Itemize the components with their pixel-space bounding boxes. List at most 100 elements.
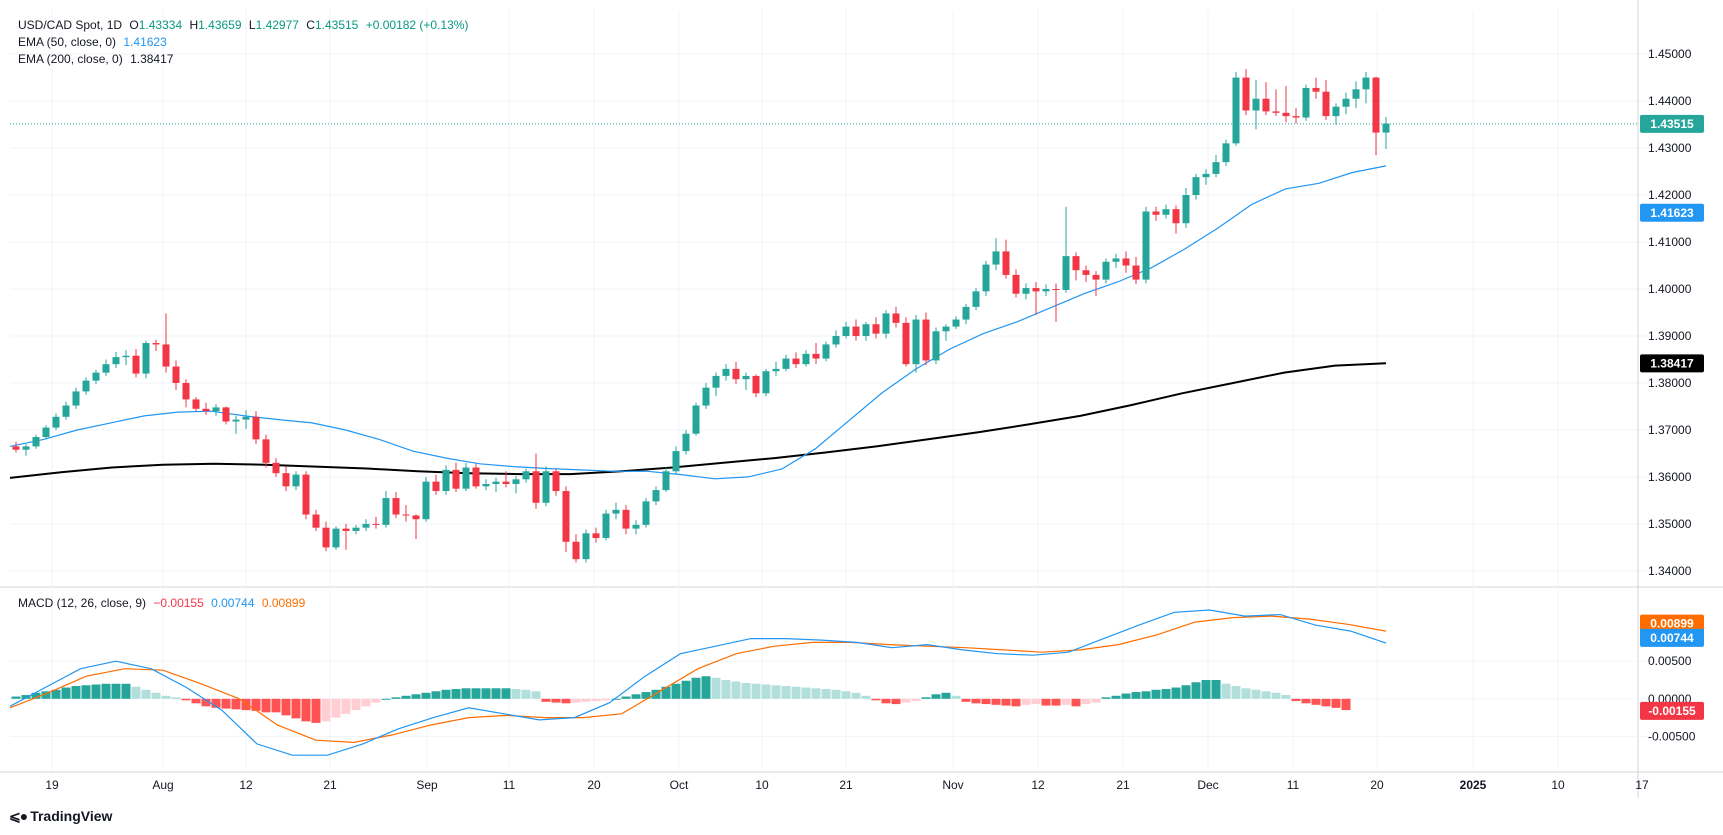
- legend-ema50-row[interactable]: EMA (50, close, 0) 1.41623: [18, 35, 171, 49]
- candle-body: [842, 326, 850, 336]
- candle-body: [1282, 112, 1290, 117]
- macd-histogram-bar: [1171, 687, 1181, 699]
- price-tick-label: 1.43000: [1648, 141, 1692, 155]
- price-tick-label: 1.45000: [1648, 47, 1692, 61]
- macd-histogram-bar: [631, 694, 641, 699]
- candle-body: [622, 509, 630, 529]
- macd-histogram-bar: [671, 683, 681, 699]
- candle-body: [942, 326, 950, 332]
- macd-histogram-bar: [1281, 695, 1291, 699]
- price-tick-label: 1.39000: [1648, 329, 1692, 343]
- macd-histogram-bar: [651, 689, 661, 699]
- candle-body: [1122, 258, 1130, 266]
- candle-body: [1132, 265, 1140, 280]
- candle-body: [132, 355, 140, 374]
- macd-histogram-bar: [331, 698, 341, 718]
- macd-histogram-bar: [641, 692, 651, 699]
- candle-body: [592, 533, 600, 539]
- macd-line-value: 0.00744: [211, 596, 255, 610]
- macd-histogram-bar: [761, 684, 771, 699]
- candle-body: [1192, 177, 1200, 196]
- legend-macd-row[interactable]: MACD (12, 26, close, 9) −0.00155 0.00744…: [18, 596, 309, 610]
- candle-body: [972, 291, 980, 307]
- macd-histogram-bar: [871, 698, 881, 701]
- brand-logo[interactable]: ⩽● TradingView: [9, 808, 112, 825]
- ema-lines: [9, 123, 1638, 480]
- time-tick-label: Aug: [152, 778, 173, 792]
- candle-body: [982, 264, 990, 292]
- macd-histogram-bar: [681, 680, 691, 699]
- candle-body: [802, 353, 810, 365]
- candle-body: [1112, 258, 1120, 262]
- time-tick-label: 17: [1635, 778, 1649, 792]
- candle-body: [1052, 289, 1060, 291]
- macd-histogram-bar: [351, 698, 361, 711]
- ema50-label: EMA (50, close, 0): [18, 35, 117, 49]
- open-label: O: [129, 18, 139, 32]
- candle-body: [832, 335, 840, 345]
- candle-body: [1102, 261, 1110, 280]
- ema50-tag-bg: [1640, 203, 1704, 222]
- candle-body: [662, 471, 670, 491]
- candle-body: [272, 462, 280, 474]
- candle-body: [822, 344, 830, 359]
- macd-histogram-bar: [1321, 698, 1331, 707]
- macd-histogram-bar: [781, 686, 791, 699]
- candle-body: [1172, 209, 1180, 224]
- macd-histogram-bar: [1131, 692, 1141, 699]
- time-tick-label: Oct: [670, 778, 689, 792]
- macd-histogram-bar: [661, 686, 671, 699]
- macd-histogram-bar: [511, 689, 521, 699]
- macd-histogram-bar: [31, 692, 41, 699]
- macd-histogram-bar: [771, 685, 781, 699]
- candle-body: [882, 313, 890, 334]
- macd-hist-tag-bg: [1640, 701, 1704, 720]
- macd-histogram-bar: [251, 698, 261, 711]
- candle-body: [462, 467, 470, 489]
- legend-ema200-row[interactable]: EMA (200, close, 0) 1.38417: [18, 52, 177, 66]
- candle-body: [1002, 251, 1010, 275]
- time-axis[interactable]: 19 Aug 12 21 Sep 11 20 Oct 10 21 Nov 12 21 Dec 11 20 202…: [45, 778, 1649, 792]
- macd-histogram-bar: [951, 695, 961, 699]
- macd-histogram-bar: [711, 677, 721, 699]
- ema50-tag: 1.41623: [1650, 206, 1694, 220]
- price-tick-label: 1.35000: [1648, 517, 1692, 531]
- close-label: C: [306, 18, 315, 32]
- macd-histogram-bar: [361, 698, 371, 707]
- macd-histogram-bar: [1001, 698, 1011, 706]
- time-tick-label: 21: [323, 778, 337, 792]
- macd-signal-tag: 0.00899: [1650, 617, 1694, 631]
- candle-body: [342, 528, 350, 531]
- macd-histogram-bar: [211, 698, 221, 708]
- change-value: +0.00182 (+0.13%): [365, 18, 469, 32]
- candle-body: [32, 437, 40, 447]
- macd-histogram-bar: [151, 692, 161, 699]
- candle-body: [192, 399, 200, 409]
- macd-histogram-bar: [1191, 682, 1201, 699]
- time-tick-label: 2025: [1460, 778, 1487, 792]
- candle-body: [1292, 116, 1300, 118]
- price-tick-label: 1.40000: [1648, 282, 1692, 296]
- macd-histogram-bar: [561, 698, 571, 704]
- macd-histogram-bar: [481, 688, 491, 699]
- time-tick-label: 20: [1370, 778, 1384, 792]
- candle-body: [1092, 274, 1100, 280]
- macd-histogram-bar: [931, 694, 941, 699]
- macd-histogram-bar: [721, 680, 731, 699]
- candle-body: [102, 364, 110, 373]
- candle-body: [162, 344, 170, 367]
- macd-histogram-bar: [411, 694, 421, 699]
- candle-body: [652, 490, 660, 502]
- candle-body: [1352, 89, 1360, 99]
- candle-body: [542, 471, 550, 503]
- high-label: H: [189, 18, 199, 32]
- macd-axis[interactable]: 0.005000.00000-0.005000.008990.00744-0.0…: [1640, 614, 1704, 744]
- macd-histogram-bar: [971, 698, 981, 704]
- candle-body: [782, 358, 790, 369]
- price-axis[interactable]: 1.45000 1.44000 1.43000 1.42000 1.41000 1.400…: [1640, 47, 1704, 578]
- candle-body: [862, 324, 870, 336]
- candle-body: [952, 319, 960, 327]
- candle-body: [1202, 173, 1210, 178]
- macd-histogram-bar: [461, 688, 471, 699]
